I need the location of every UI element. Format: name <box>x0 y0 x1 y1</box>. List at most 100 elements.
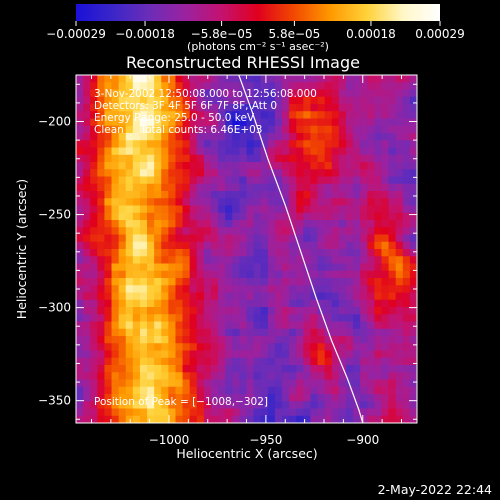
heatmap-pixel <box>324 278 333 286</box>
heatmap-pixel <box>125 169 134 177</box>
heatmap-pixel <box>253 307 262 315</box>
heatmap-pixel <box>381 111 389 119</box>
heatmap-pixel <box>225 89 233 98</box>
heatmap-pixel <box>225 96 233 105</box>
heatmap-pixel <box>381 307 389 315</box>
heatmap-pixel <box>310 343 318 351</box>
heatmap-pixel <box>274 125 283 134</box>
heatmap-pixel <box>97 336 105 344</box>
heatmap-pixel <box>203 372 212 380</box>
heatmap-pixel <box>203 198 212 206</box>
heatmap-pixel <box>395 118 404 127</box>
heatmap-pixel <box>132 270 141 279</box>
heatmap-pixel <box>395 401 404 409</box>
heatmap-pixel <box>353 118 361 127</box>
heatmap-pixel <box>324 111 333 119</box>
heatmap-pixel <box>175 336 183 344</box>
heatmap-pixel <box>402 205 411 214</box>
heatmap-pixel <box>161 169 169 177</box>
heatmap-pixel <box>353 408 361 417</box>
heatmap-pixel <box>125 162 134 170</box>
heatmap-pixel <box>90 147 98 156</box>
heatmap-pixel <box>76 89 84 98</box>
heatmap-pixel <box>97 263 105 272</box>
heatmap-pixel <box>324 89 333 98</box>
heatmap-pixel <box>331 191 340 199</box>
heatmap-pixel <box>154 336 162 344</box>
heatmap-pixel <box>132 278 141 286</box>
heatmap-pixel <box>345 154 354 163</box>
heatmap-pixel <box>161 147 169 156</box>
heatmap-pixel <box>402 299 411 308</box>
heatmap-pixel <box>189 314 198 322</box>
heatmap-pixel <box>282 111 290 119</box>
heatmap-pixel <box>83 401 91 409</box>
heatmap-pixel <box>310 176 318 185</box>
heatmap-pixel <box>189 270 198 279</box>
heatmap-pixel <box>76 365 84 373</box>
heatmap-pixel <box>402 118 411 127</box>
heatmap-pixel <box>111 292 120 301</box>
heatmap-pixel <box>324 125 333 134</box>
heatmap-pixel <box>118 220 127 228</box>
heatmap-pixel <box>175 176 183 185</box>
heatmap-pixel <box>154 307 162 315</box>
heatmap-pixel <box>360 357 368 366</box>
heatmap-pixel <box>139 307 148 315</box>
heatmap-pixel <box>409 408 417 417</box>
heatmap-pixel <box>274 169 283 177</box>
y-tick-label: −350 <box>38 394 71 408</box>
heatmap-pixel <box>296 125 304 134</box>
heatmap-pixel <box>296 147 304 156</box>
heatmap-pixel <box>139 343 148 351</box>
heatmap-pixel <box>303 263 311 272</box>
heatmap-pixel <box>83 386 91 395</box>
heatmap-pixel <box>310 350 318 359</box>
heatmap-pixel <box>239 212 247 221</box>
heatmap-pixel <box>83 169 91 177</box>
heatmap-pixel <box>331 212 340 221</box>
heatmap-pixel <box>154 299 162 308</box>
colorbar-gradient <box>76 4 440 21</box>
heatmap-pixel <box>83 408 91 417</box>
heatmap-pixel <box>210 292 219 301</box>
heatmap-pixel <box>139 270 148 279</box>
heatmap-pixel <box>118 379 127 388</box>
heatmap-pixel <box>189 350 198 359</box>
heatmap-pixel <box>175 401 183 409</box>
heatmap-pixel <box>210 372 219 380</box>
heatmap-pixel <box>409 256 417 264</box>
heatmap-pixel <box>232 379 240 388</box>
heatmap-pixel <box>310 408 318 417</box>
heatmap-pixel <box>203 118 212 127</box>
heatmap-pixel <box>381 336 389 344</box>
heatmap-pixel <box>409 350 417 359</box>
heatmap-pixel <box>289 263 297 272</box>
heatmap-pixel <box>239 336 247 344</box>
heatmap-pixel <box>310 256 318 264</box>
heatmap-pixel <box>132 394 141 402</box>
heatmap-pixel <box>210 256 219 264</box>
heatmap-pixel <box>76 111 84 119</box>
heatmap-pixel <box>154 379 162 388</box>
heatmap-pixel <box>90 401 98 409</box>
heatmap-pixel <box>360 147 368 156</box>
heatmap-pixel <box>338 386 347 395</box>
heatmap-pixel <box>210 343 219 351</box>
heatmap-pixel <box>353 394 361 402</box>
heatmap-pixel <box>118 394 127 402</box>
heatmap-pixel <box>175 394 183 402</box>
heatmap-pixel <box>218 415 226 423</box>
heatmap-pixel <box>232 357 240 366</box>
heatmap-pixel <box>210 140 219 148</box>
heatmap-pixel <box>381 140 389 148</box>
heatmap-pixel <box>232 386 240 395</box>
heatmap-pixel <box>139 321 148 330</box>
heatmap-pixel <box>239 379 247 388</box>
heatmap-pixel <box>345 285 354 293</box>
heatmap-pixel <box>104 299 112 308</box>
heatmap-pixel <box>189 75 198 83</box>
heatmap-pixel <box>111 270 120 279</box>
heatmap-pixel <box>331 343 340 351</box>
